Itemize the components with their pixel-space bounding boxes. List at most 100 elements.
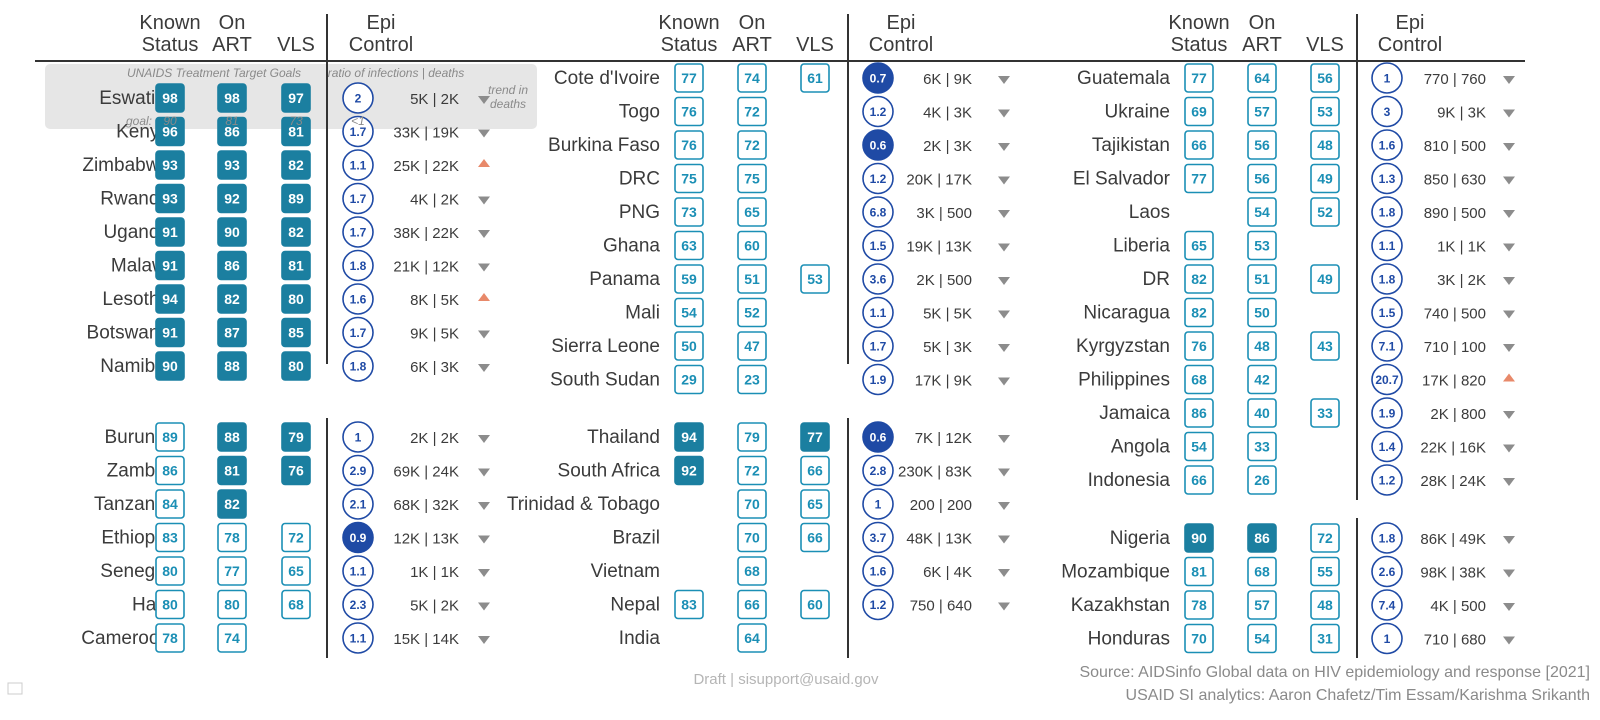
on-art-box xyxy=(737,96,767,127)
trend-down-icon xyxy=(478,129,490,138)
known-status-box xyxy=(1184,331,1214,361)
epi-ratio-circle xyxy=(862,454,894,487)
on-art-box xyxy=(737,522,767,553)
on-art-value: 75 xyxy=(744,171,760,187)
known-status-box xyxy=(674,364,704,395)
on-art-value: 51 xyxy=(744,271,760,287)
table-row: El Salvador 77 56 49 1.3 850 | 630 xyxy=(1073,162,1515,195)
vls-value: 49 xyxy=(1317,271,1333,287)
trend-down-icon xyxy=(478,569,490,577)
known-status-value: 69 xyxy=(1191,104,1207,120)
table-row: Philippines 68 42 20.7 17K | 820 xyxy=(1078,363,1515,396)
on-art-box xyxy=(1247,297,1277,328)
country-nigeria: Nigeria xyxy=(1110,528,1171,549)
on-art-box xyxy=(217,116,247,147)
country-philippines: Philippines xyxy=(1078,370,1170,391)
vls-value: 77 xyxy=(807,429,823,445)
epi-ratio-circle xyxy=(1371,555,1403,588)
country-jamaica: Jamaica xyxy=(1099,403,1170,424)
on-art-value: 82 xyxy=(224,291,240,307)
infections-deaths: 770 | 760 xyxy=(1424,71,1486,88)
country-rwanda: Rwanda xyxy=(100,189,170,210)
epi-ratio-value: 0.9 xyxy=(350,531,367,545)
infections-deaths: 33K | 19K xyxy=(393,125,459,142)
vls-value: 55 xyxy=(1317,564,1333,580)
trend-title: trend in xyxy=(488,83,528,97)
infections-deaths: 2K | 800 xyxy=(1430,406,1486,423)
table-row: Nepal 83 66 60 1.2 750 | 640 xyxy=(610,588,1010,621)
epi-ratio-value: 1.2 xyxy=(870,105,887,119)
table-row: Burkina Faso 76 72 0.6 2K | 3K xyxy=(548,129,1010,161)
known-status-value: 77 xyxy=(1191,70,1207,86)
vls-value: 80 xyxy=(288,358,304,374)
epi-ratio-circle xyxy=(1371,330,1403,362)
epi-ratio-circle xyxy=(342,249,374,282)
draft-contact: Draft | sisupport@usaid.gov xyxy=(693,671,879,688)
epi-ratio-circle xyxy=(342,421,374,453)
on-art-value: 86 xyxy=(224,258,240,274)
on-art-value: 56 xyxy=(1254,171,1270,187)
epi-ratio-value: 3.6 xyxy=(870,273,887,287)
epi-ratio-circle xyxy=(862,296,894,329)
vls-value: 33 xyxy=(1317,405,1333,421)
known-status-box xyxy=(155,83,185,113)
header-known-status: Status xyxy=(142,34,199,56)
epi-ratio-value: 0.7 xyxy=(870,72,887,86)
table-row: Ghana 63 60 1.5 19K | 13K xyxy=(603,229,1010,262)
table-row: India 64 xyxy=(619,623,767,653)
vls-value: 89 xyxy=(288,191,304,207)
epi-ratio-value: 2.9 xyxy=(350,464,367,478)
on-art-value: 81 xyxy=(224,463,240,479)
known-status-box xyxy=(674,63,704,93)
vls-value: 60 xyxy=(807,597,823,613)
table-row: Cote d'Ivoire 77 74 61 0.7 6K | 9K xyxy=(554,62,1010,94)
on-art-value: 87 xyxy=(224,325,240,341)
known-status-value: 91 xyxy=(162,325,178,341)
on-art-value: 65 xyxy=(744,204,760,220)
trend-down-icon xyxy=(998,468,1010,477)
table-row: Kazakhstan 78 57 48 7.4 4K | 500 xyxy=(1071,589,1515,621)
infections-deaths: 810 | 500 xyxy=(1424,138,1486,155)
on-art-value: 64 xyxy=(1254,70,1270,86)
epi-ratio-circle xyxy=(1371,430,1403,463)
infections-deaths: 1K | 1K xyxy=(1437,239,1486,256)
table-row: South Africa 92 72 66 2.8 230K | 83K xyxy=(558,454,1010,487)
on-art-value: 53 xyxy=(1254,238,1270,254)
epi-ratio-value: 1.5 xyxy=(870,239,887,253)
infections-deaths: 4K | 2K xyxy=(410,192,459,209)
known-status-value: 66 xyxy=(1191,137,1207,153)
known-status-value: 91 xyxy=(162,258,178,274)
on-art-value: 70 xyxy=(744,496,760,512)
vls-box xyxy=(281,351,311,381)
trend-up-icon xyxy=(478,293,490,301)
infections-deaths: 12K | 13K xyxy=(393,531,459,548)
on-art-value: 26 xyxy=(1254,472,1270,488)
epi-ratio-circle xyxy=(342,555,374,587)
country-cameroon: Cameroon xyxy=(81,628,170,649)
goals-title: UNAIDS Treatment Target Goals xyxy=(127,66,301,80)
epi-ratio-value: 1.2 xyxy=(870,172,887,186)
vls-box xyxy=(1310,523,1340,553)
trend-down-icon xyxy=(478,435,490,443)
known-status-value: 83 xyxy=(162,530,178,546)
epi-ratio-circle xyxy=(342,182,374,215)
trend-down-icon xyxy=(998,344,1010,352)
on-art-value: 86 xyxy=(224,124,240,140)
vls-box xyxy=(281,556,311,586)
infections-deaths: 8K | 5K xyxy=(410,292,459,309)
trend-down-icon xyxy=(998,210,1010,218)
table-row: Liberia 65 53 1.1 1K | 1K xyxy=(1113,229,1515,262)
country-south-sudan: South Sudan xyxy=(550,370,660,391)
epi-ratio-circle xyxy=(342,521,374,554)
epi-ratio-value: 1.8 xyxy=(350,259,367,273)
known-status-box xyxy=(674,455,704,486)
infections-deaths: 5K | 2K xyxy=(410,91,459,108)
known-status-box xyxy=(155,284,185,314)
on-art-box xyxy=(1247,431,1277,462)
on-art-value: 90 xyxy=(224,224,240,240)
country-zambia: Zambia xyxy=(107,461,171,482)
on-art-value: 50 xyxy=(1254,305,1270,321)
